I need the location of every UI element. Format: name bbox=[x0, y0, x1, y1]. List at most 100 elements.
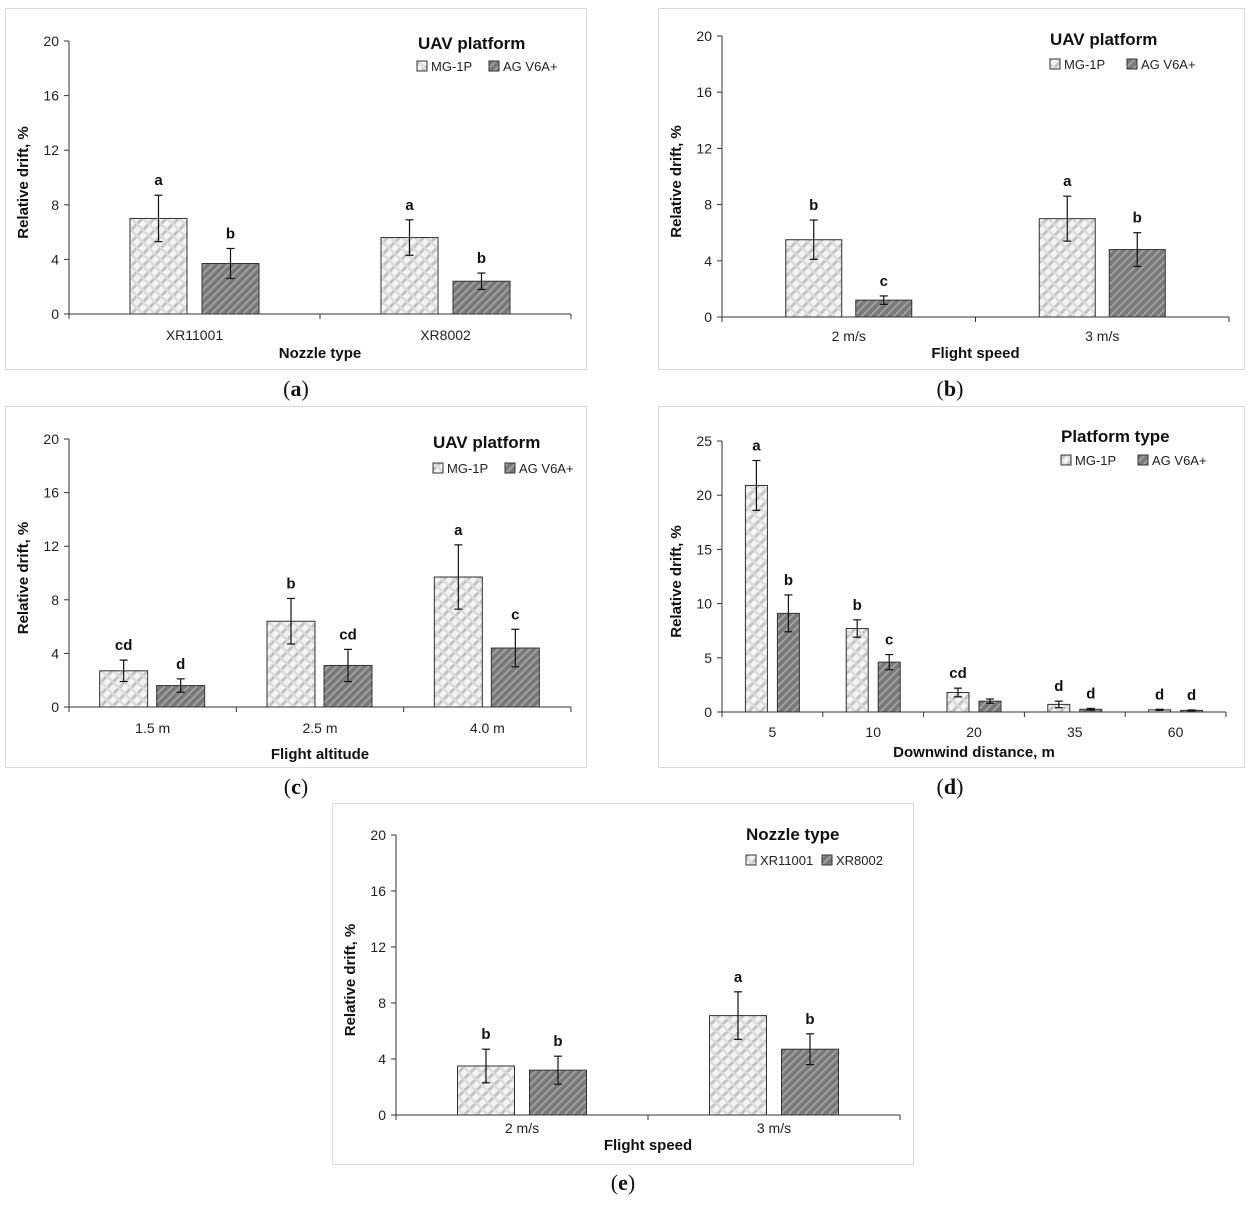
y-tick-label: 0 bbox=[704, 309, 712, 325]
y-tick-label: 5 bbox=[704, 650, 712, 666]
significance-letter: b bbox=[226, 225, 235, 242]
significance-letter: c bbox=[885, 632, 893, 649]
significance-letter: cd bbox=[115, 637, 133, 654]
significance-letter: cd bbox=[949, 665, 967, 682]
chart-panel-b: 0 4 8 12 16 20 2 m/s b c 3 m/s a b Flight speed Relat… bbox=[658, 8, 1245, 370]
legend-title: UAV platform bbox=[433, 433, 540, 452]
y-tick-label: 20 bbox=[43, 33, 59, 49]
y-tick-label: 12 bbox=[370, 939, 386, 955]
x-category-label: XR8002 bbox=[420, 327, 471, 343]
significance-letter: d bbox=[1086, 685, 1095, 702]
significance-letter: d bbox=[1155, 686, 1164, 703]
y-tick-label: 16 bbox=[370, 883, 386, 899]
x-category-label: 10 bbox=[865, 724, 881, 740]
significance-letter: b bbox=[477, 250, 486, 267]
legend-title: UAV platform bbox=[1050, 30, 1157, 49]
legend-title: Nozzle type bbox=[746, 825, 840, 844]
significance-letter: b bbox=[784, 572, 793, 589]
x-category-label: 35 bbox=[1067, 724, 1083, 740]
caption-d: (d) bbox=[936, 774, 964, 799]
x-category-label: 4.0 m bbox=[470, 720, 505, 736]
x-category-label: 5 bbox=[769, 724, 777, 740]
bar-series2 bbox=[452, 280, 511, 315]
legend-label: MG-1P bbox=[431, 59, 472, 74]
y-axis-title: Relative drift, % bbox=[668, 525, 685, 638]
y-tick-label: 12 bbox=[43, 538, 59, 554]
y-tick-label: 20 bbox=[43, 431, 59, 447]
x-axis-title: Downwind distance, m bbox=[893, 744, 1055, 761]
x-category-label: 2 m/s bbox=[832, 328, 866, 344]
legend-label: AG V6A+ bbox=[503, 59, 558, 74]
legend-swatch bbox=[504, 462, 516, 474]
x-category-label: 3 m/s bbox=[757, 1120, 791, 1136]
y-tick-label: 8 bbox=[704, 197, 712, 213]
y-tick-label: 16 bbox=[43, 88, 59, 104]
legend-swatch bbox=[745, 854, 757, 866]
x-category-label: 2.5 m bbox=[302, 720, 337, 736]
bar-chart-a: 0 4 8 12 16 20 XR11001 a b XR8002 a b Nozzle type Rel… bbox=[5, 8, 587, 370]
significance-letter: a bbox=[405, 197, 414, 214]
significance-letter: d bbox=[1187, 687, 1196, 704]
y-axis-title: Relative drift, % bbox=[668, 125, 685, 238]
x-category-label: 2 m/s bbox=[505, 1120, 539, 1136]
legend-title: Platform type bbox=[1061, 427, 1170, 446]
caption-c: (c) bbox=[283, 774, 309, 799]
bar-chart-d: 0 5 10 15 20 25 5 a b 10 b c 20 cd 35 d d 60 d d Downwind di… bbox=[658, 406, 1245, 768]
chart-panel-c: 0 4 8 12 16 20 1.5 m cd d 2.5 m b cd 4.0 m a c Flight a… bbox=[5, 406, 587, 768]
legend-swatch bbox=[1049, 58, 1061, 70]
y-tick-label: 0 bbox=[378, 1107, 386, 1123]
y-tick-label: 16 bbox=[696, 84, 712, 100]
x-axis-title: Flight speed bbox=[931, 345, 1019, 362]
legend-label: MG-1P bbox=[1064, 57, 1105, 72]
bar-chart-b: 0 4 8 12 16 20 2 m/s b c 3 m/s a b Flight speed Relat… bbox=[658, 8, 1245, 370]
y-tick-label: 4 bbox=[704, 253, 712, 269]
x-category-label: 20 bbox=[966, 724, 982, 740]
significance-letter: a bbox=[454, 522, 463, 539]
chart-panel-d: 0 5 10 15 20 25 5 a b 10 b c 20 cd 35 d d 60 d d Downwind di… bbox=[658, 406, 1245, 768]
legend-label: AG V6A+ bbox=[1141, 57, 1196, 72]
bar-series1 bbox=[845, 628, 869, 713]
y-tick-label: 20 bbox=[696, 487, 712, 503]
legend-swatch bbox=[1060, 454, 1072, 466]
y-tick-label: 4 bbox=[51, 251, 59, 267]
chart-border bbox=[5, 406, 587, 768]
x-category-label: 60 bbox=[1168, 724, 1184, 740]
legend-label: AG V6A+ bbox=[1152, 453, 1207, 468]
caption-a: (a) bbox=[283, 376, 309, 401]
x-axis-title: Flight speed bbox=[604, 1137, 692, 1154]
significance-letter: a bbox=[154, 172, 163, 189]
chart-panel-a: 0 4 8 12 16 20 XR11001 a b XR8002 a b Nozzle type Rel… bbox=[5, 8, 587, 370]
x-axis-title: Nozzle type bbox=[279, 345, 362, 362]
y-tick-label: 20 bbox=[696, 28, 712, 44]
y-tick-label: 12 bbox=[43, 142, 59, 158]
significance-letter: c bbox=[511, 606, 519, 623]
x-category-label: 1.5 m bbox=[135, 720, 170, 736]
significance-letter: b bbox=[286, 575, 295, 592]
y-tick-label: 25 bbox=[696, 433, 712, 449]
x-axis-title: Flight altitude bbox=[271, 746, 369, 763]
bar-series1 bbox=[744, 484, 768, 713]
y-tick-label: 8 bbox=[51, 592, 59, 608]
significance-letter: b bbox=[853, 597, 862, 614]
legend-swatch bbox=[821, 854, 833, 866]
significance-letter: b bbox=[809, 197, 818, 214]
x-category-label: XR11001 bbox=[166, 327, 224, 343]
legend-label: MG-1P bbox=[1075, 453, 1116, 468]
legend-swatch bbox=[488, 60, 500, 72]
caption-b: (b) bbox=[936, 376, 964, 401]
y-axis-title: Relative drift, % bbox=[15, 522, 32, 635]
y-axis-title: Relative drift, % bbox=[342, 924, 359, 1037]
y-tick-label: 0 bbox=[51, 699, 59, 715]
bar-chart-e: 0 4 8 12 16 20 2 m/s b b 3 m/s a b Flight speed Relat… bbox=[332, 803, 914, 1165]
y-tick-label: 8 bbox=[378, 995, 386, 1011]
significance-letter: a bbox=[734, 969, 743, 986]
y-tick-label: 0 bbox=[704, 704, 712, 720]
y-tick-label: 15 bbox=[696, 541, 712, 557]
y-tick-label: 4 bbox=[51, 645, 59, 661]
y-tick-label: 0 bbox=[51, 306, 59, 322]
y-tick-label: 10 bbox=[696, 596, 712, 612]
y-tick-label: 8 bbox=[51, 197, 59, 213]
significance-letter: b bbox=[1133, 210, 1142, 227]
significance-letter: d bbox=[176, 656, 185, 673]
legend-swatch bbox=[1137, 454, 1149, 466]
